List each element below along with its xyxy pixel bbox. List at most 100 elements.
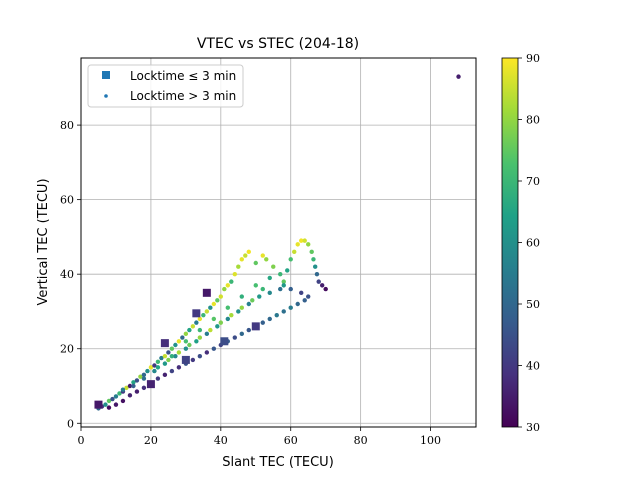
data-point: [246, 301, 251, 307]
data-point: [260, 253, 265, 258]
data-point: [183, 346, 189, 351]
y-axis-ticks: 0 20 40 60 80: [60, 119, 81, 430]
data-point: [120, 387, 126, 392]
data-point: [106, 405, 112, 410]
data-point: [239, 305, 244, 310]
x-tick-label: 100: [420, 434, 441, 447]
data-point: [302, 238, 307, 243]
data-point: [176, 339, 182, 344]
data-point: [274, 312, 279, 318]
data-point: [180, 335, 185, 340]
data-point-square: [94, 400, 103, 409]
data-point: [197, 327, 203, 333]
data-point: [197, 335, 203, 340]
data-point: [260, 320, 265, 325]
data-point: [299, 238, 304, 243]
data-point: [225, 283, 231, 288]
data-point-square: [192, 309, 201, 318]
grid: [80, 58, 476, 427]
data-point: [120, 398, 126, 404]
data-point: [127, 383, 133, 389]
data-point: [285, 268, 290, 273]
data-point: [103, 402, 108, 407]
data-point: [215, 324, 220, 329]
data-points: [94, 74, 461, 411]
data-point-square: [146, 380, 155, 389]
x-tick-label: 20: [144, 434, 158, 447]
data-point: [187, 342, 192, 348]
x-tick-label: 80: [354, 434, 368, 447]
data-point: [313, 264, 318, 269]
data-point: [232, 271, 238, 277]
data-point: [253, 260, 258, 266]
data-point: [197, 316, 203, 322]
x-axis-label: Slant TEC (TECU): [222, 455, 334, 470]
data-point: [319, 283, 325, 288]
data-point: [208, 305, 213, 310]
legend-label-short-lock: Locktime ≤ 3 min: [130, 69, 236, 83]
data-point: [141, 376, 147, 381]
data-point: [299, 290, 304, 296]
data-point: [232, 335, 238, 340]
colorbar-tick-label: 40: [526, 360, 540, 373]
data-point: [162, 353, 168, 359]
data-point: [288, 305, 293, 310]
data-point: [218, 320, 224, 325]
data-point-square: [202, 288, 211, 297]
data-point: [152, 363, 157, 368]
x-tick-label: 60: [284, 434, 298, 447]
data-point: [194, 339, 199, 344]
data-point: [145, 368, 150, 374]
data-point: [127, 393, 133, 398]
data-point: [211, 316, 217, 322]
data-point: [309, 249, 314, 255]
data-point: [190, 324, 196, 329]
data-point: [229, 312, 234, 318]
data-point-square: [181, 355, 190, 364]
data-point: [131, 380, 136, 385]
data-point: [311, 257, 316, 262]
y-axis-label: Vertical TEC (TECU): [36, 178, 51, 305]
data-point: [323, 286, 328, 292]
data-point: [138, 374, 143, 379]
data-point: [204, 309, 210, 314]
colorbar-tick-label: 30: [526, 421, 540, 434]
data-point: [197, 353, 203, 359]
plot-frame: [80, 57, 477, 428]
data-point: [173, 342, 178, 348]
legend-label-long-lock: Locktime > 3 min: [130, 89, 236, 103]
data-point: [176, 365, 182, 370]
data-point: [124, 385, 129, 391]
colorbar-tick-label: 90: [526, 52, 540, 65]
data-point: [267, 316, 272, 322]
data-point: [253, 283, 258, 288]
data-point: [141, 372, 147, 378]
data-point: [306, 242, 311, 247]
data-point: [267, 290, 272, 296]
data-point: [187, 327, 192, 333]
data-point: [295, 301, 300, 307]
data-point: [110, 396, 115, 402]
colorbar-ticks: 30 40 50 60 70 80 90: [518, 52, 540, 434]
data-point: [211, 346, 217, 351]
x-axis-ticks: 0 20 40 60 80 100: [78, 427, 441, 447]
data-point: [278, 271, 283, 277]
data-point: [190, 357, 196, 363]
data-point: [134, 389, 140, 394]
data-point: [225, 316, 231, 322]
data-point: [141, 385, 147, 391]
data-point: [236, 309, 241, 314]
data-point: [306, 294, 311, 299]
data-point: [264, 257, 269, 262]
data-point: [288, 286, 293, 292]
data-point: [204, 331, 210, 337]
data-point: [281, 309, 286, 314]
data-point: [246, 327, 251, 333]
data-point: [194, 320, 199, 325]
data-point: [201, 312, 206, 318]
data-point: [106, 398, 112, 404]
data-point: [169, 368, 175, 374]
colorbar-tick-label: 80: [526, 114, 540, 127]
data-point: [218, 294, 224, 299]
data-point: [208, 327, 213, 333]
